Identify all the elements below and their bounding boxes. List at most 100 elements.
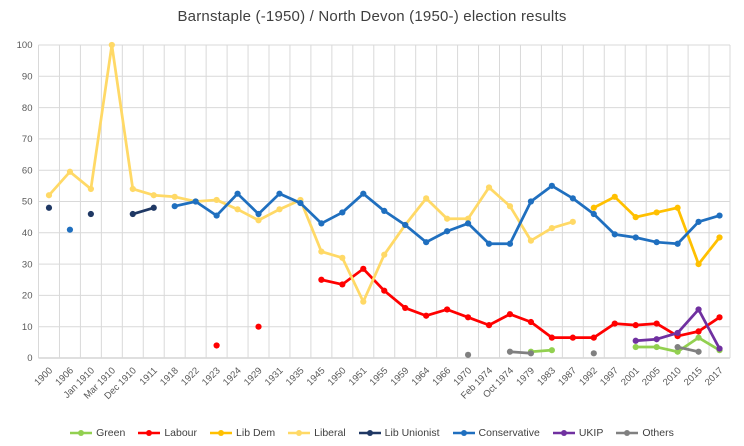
data-point-labour [653,320,660,327]
x-tick-label: 1955 [368,365,391,388]
legend-marker-labour [138,430,161,436]
data-point-liberal [423,195,430,202]
data-point-ukip [674,329,681,337]
data-point-liberal [527,237,535,244]
y-tick-label: 90 [22,72,33,83]
data-point-labour [485,322,493,329]
legend-marker-liberal [288,430,311,436]
x-tick-label: 1964 [410,365,433,388]
data-point-conservative [423,239,430,246]
data-point-liberal [66,168,74,175]
data-point-green [674,348,681,355]
data-point-liberal [129,185,136,193]
y-tick-label: 60 [22,165,33,176]
data-point-labour [360,265,367,272]
data-point-liberal [548,225,555,232]
data-point-conservative [234,190,241,197]
x-tick-label: 2001 [619,365,642,388]
x-tick-label: 2005 [640,365,663,388]
data-point-conservative [695,218,702,225]
data-point-conservative [402,221,409,229]
series-green [527,334,723,355]
legend-item-conservative: Conservative [452,427,540,439]
series-conservative [66,182,723,247]
data-point-labour [527,318,535,326]
legend-marker-ukip [552,430,575,436]
data-point-liberal [108,41,115,49]
data-point-ukip [716,345,723,352]
data-point-others [527,350,535,357]
x-tick-label: 1951 [347,365,370,388]
y-tick-label: 100 [17,40,33,51]
data-point-labour [255,323,262,330]
data-point-liberal [569,218,576,225]
series-ukip [632,306,723,352]
data-point-labour [402,304,409,312]
legend-label-green: Green [96,427,126,439]
legend-item-ukip: UKIP [552,427,604,439]
legend-item-labour: Labour [138,427,197,439]
data-point-others [464,351,472,358]
data-point-liberal [485,184,493,191]
data-point-conservative [464,220,472,227]
data-point-labour [506,311,514,318]
data-point-conservative [381,207,388,214]
data-point-green [632,343,639,351]
legend-item-liberal: Liberal [288,427,346,439]
data-point-conservative [527,198,535,205]
data-point-liberal [339,254,346,261]
legend-label-lib-dem: Lib Dem [236,427,276,439]
chart-legend: Green Labour Lib Dem Liberal Lib Unionist Con… [0,427,744,439]
data-point-conservative [485,240,493,247]
data-point-ukip [653,336,660,343]
data-point-lib-dem [611,193,618,200]
y-gridlines [38,44,730,359]
data-point-conservative [276,190,283,197]
data-point-labour [548,334,555,341]
series-lib-dem [590,193,723,268]
data-point-conservative [716,212,723,219]
x-tick-label: 1979 [514,365,537,388]
data-point-lib-unionist [150,204,157,211]
data-point-labour [339,281,346,288]
data-point-lib-dem [590,204,597,211]
data-point-conservative [339,209,346,216]
data-point-liberal [506,203,514,210]
data-point-labour [444,306,451,313]
data-point-conservative [171,203,178,210]
data-point-conservative [318,220,325,227]
legend-label-ukip: UKIP [578,427,604,439]
y-tick-label: 10 [22,322,33,333]
data-point-lib-unionist [45,204,53,211]
chart-title: Barnstaple (-1950) / North Devon (1950-)… [177,8,567,25]
x-tick-label: 1992 [577,365,600,388]
legend-marker-others [616,430,639,436]
x-tick-label: 1997 [598,365,621,388]
y-tick-label: 80 [22,103,33,114]
data-point-labour [611,320,618,327]
data-point-lib-unionist [129,210,136,218]
x-tick-label: 1923 [200,365,223,388]
data-point-labour [318,276,325,283]
x-tick-label: 1959 [389,365,412,388]
data-point-conservative [569,195,576,202]
data-point-others [590,350,597,357]
data-point-liberal [381,251,388,258]
data-point-labour [464,314,472,321]
data-point-labour [423,312,430,319]
legend-label-conservative: Conservative [478,427,540,439]
x-tick-label: 1950 [326,365,349,388]
data-point-conservative [213,212,220,219]
legend-item-lib-dem: Lib Dem [210,427,275,439]
data-point-liberal [87,185,94,193]
x-gridlines [38,45,731,358]
data-point-conservative [297,199,304,207]
legend-label-liberal: Liberal [314,427,346,439]
data-point-green [653,343,660,351]
x-tick-label: 2010 [661,365,684,388]
data-point-lib-dem [716,234,723,241]
data-point-ukip [695,306,702,313]
data-point-ukip [632,337,639,344]
